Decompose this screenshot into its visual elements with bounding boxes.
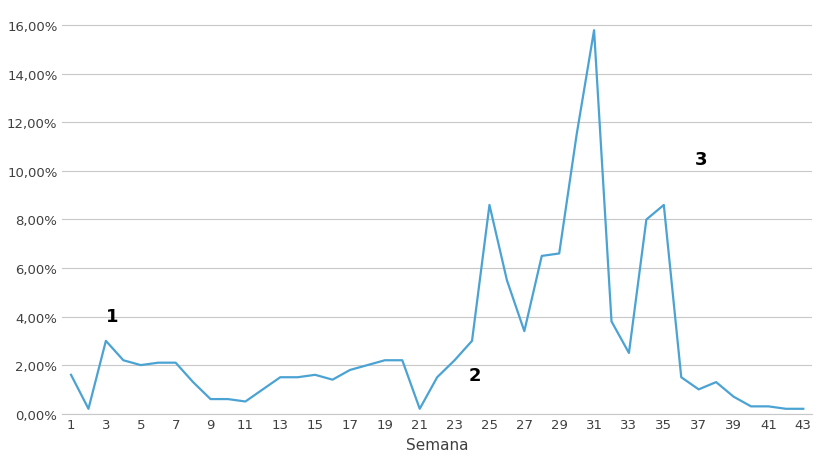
Text: 2: 2	[468, 366, 481, 384]
X-axis label: Semana: Semana	[405, 437, 468, 452]
Text: 1: 1	[106, 308, 118, 326]
Text: 3: 3	[695, 151, 707, 168]
